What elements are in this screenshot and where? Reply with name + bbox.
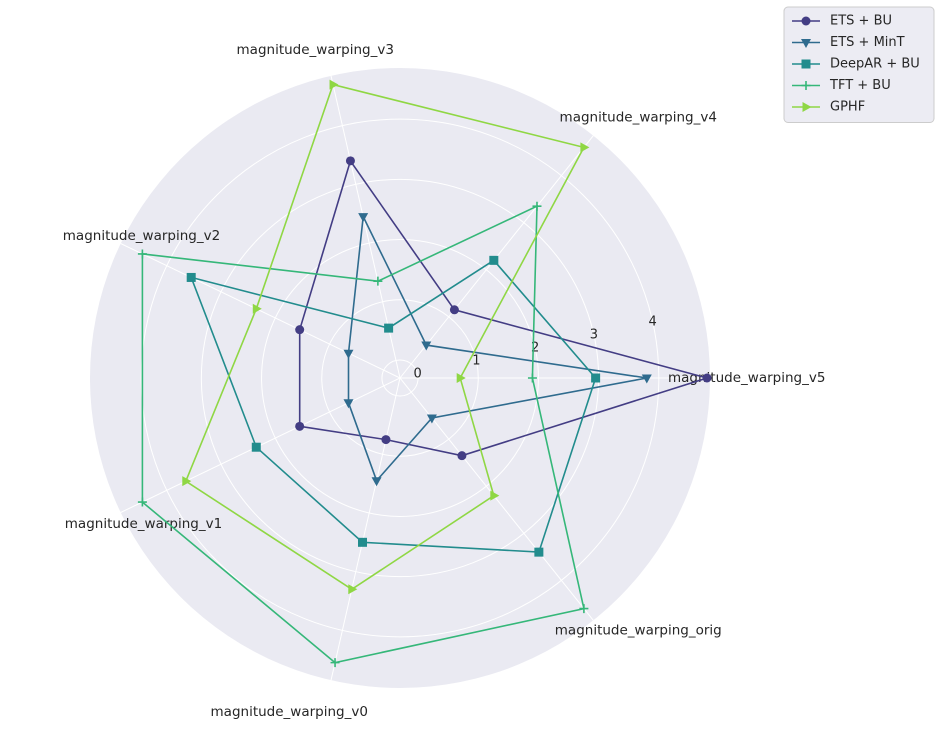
- data-point-marker: [702, 373, 712, 383]
- data-point-marker: [421, 341, 432, 351]
- radial-tick-label: 2: [531, 341, 539, 356]
- legend-box: [783, 6, 935, 123]
- spoke-line: [120, 243, 401, 379]
- data-point-marker: [489, 255, 499, 265]
- data-point-marker: [343, 349, 354, 359]
- axis-label-magnitude-warping-orig: magnitude_warping_orig: [555, 623, 722, 639]
- radial-tick-label: 4: [649, 314, 657, 329]
- data-point-marker: [801, 81, 811, 90]
- legend-item: ETS + MinT: [792, 35, 905, 50]
- legend-label: DeepAR + BU: [830, 57, 920, 72]
- data-point-marker: [137, 249, 147, 259]
- legend-item: TFT + BU: [792, 78, 891, 93]
- data-point-marker: [182, 476, 192, 487]
- data-point-marker: [252, 303, 262, 314]
- data-point-marker: [330, 658, 340, 668]
- axis-label-magnitude-warping-v0: magnitude_warping_v0: [211, 704, 368, 720]
- series-line: [141, 204, 585, 664]
- series-deepar-bu: [186, 255, 601, 557]
- data-point-marker: [384, 323, 394, 333]
- data-point-marker: [381, 435, 391, 445]
- data-point-marker: [137, 497, 147, 507]
- legend-label: ETS + BU: [830, 14, 892, 29]
- data-point-marker: [801, 16, 811, 26]
- data-point-marker: [343, 399, 354, 409]
- data-point-marker: [251, 442, 261, 452]
- legend-label: GPHF: [830, 100, 865, 115]
- series-line: [184, 83, 586, 591]
- radial-tick-labels: 0 1 2 3 4: [413, 314, 656, 381]
- axis-label-magnitude-warping-v2: magnitude_warping_v2: [63, 228, 220, 244]
- data-point-marker: [345, 156, 355, 166]
- data-point-marker: [490, 490, 500, 501]
- axis-label-magnitude-warping-v4: magnitude_warping_v4: [560, 109, 717, 125]
- data-point-marker: [358, 213, 369, 223]
- series-layer: [137, 79, 712, 668]
- series-gphf: [182, 79, 590, 595]
- series-line: [189, 259, 597, 553]
- series-tft-bu: [137, 201, 589, 668]
- legend-label: ETS + MinT: [830, 35, 905, 50]
- data-point-marker: [641, 374, 652, 384]
- radial-tick-label: 0: [413, 367, 421, 382]
- data-point-marker: [591, 373, 601, 383]
- data-point-marker: [802, 102, 812, 112]
- data-point-marker: [426, 414, 437, 424]
- legend-label: TFT + BU: [829, 78, 891, 93]
- radial-tick-label: 1: [472, 354, 480, 369]
- series-ets-bu: [295, 156, 712, 461]
- legend-item: DeepAR + BU: [792, 57, 920, 72]
- legend-item: ETS + BU: [792, 14, 892, 29]
- axis-label-magnitude-warping-v3: magnitude_warping_v3: [237, 42, 394, 58]
- data-point-marker: [579, 604, 589, 614]
- legend: ETS + BU ETS + MinT DeepAR + BU TFT + BU GPH…: [783, 6, 935, 123]
- data-point-marker: [456, 373, 466, 383]
- data-point-marker: [329, 79, 339, 90]
- data-point-marker: [295, 421, 305, 431]
- data-point-marker: [801, 39, 811, 48]
- data-point-marker: [357, 537, 367, 547]
- data-point-marker: [534, 547, 544, 557]
- data-point-marker: [801, 59, 811, 69]
- data-point-marker: [457, 451, 467, 461]
- data-point-marker: [449, 305, 459, 315]
- series-ets-mint: [343, 213, 652, 487]
- axis-label-magnitude-warping-v1: magnitude_warping_v1: [65, 516, 222, 532]
- radial-tick-label: 3: [590, 328, 598, 343]
- data-point-marker: [527, 373, 537, 383]
- data-point-marker: [373, 276, 383, 286]
- data-point-marker: [580, 142, 590, 153]
- data-point-marker: [295, 325, 305, 335]
- spoke-line: [330, 377, 401, 681]
- series-line: [298, 159, 710, 457]
- series-line: [347, 213, 647, 483]
- data-point-marker: [186, 272, 196, 282]
- legend-item: GPHF: [792, 100, 865, 115]
- data-point-marker: [371, 477, 382, 487]
- data-point-marker: [348, 584, 358, 595]
- data-point-marker: [532, 201, 542, 211]
